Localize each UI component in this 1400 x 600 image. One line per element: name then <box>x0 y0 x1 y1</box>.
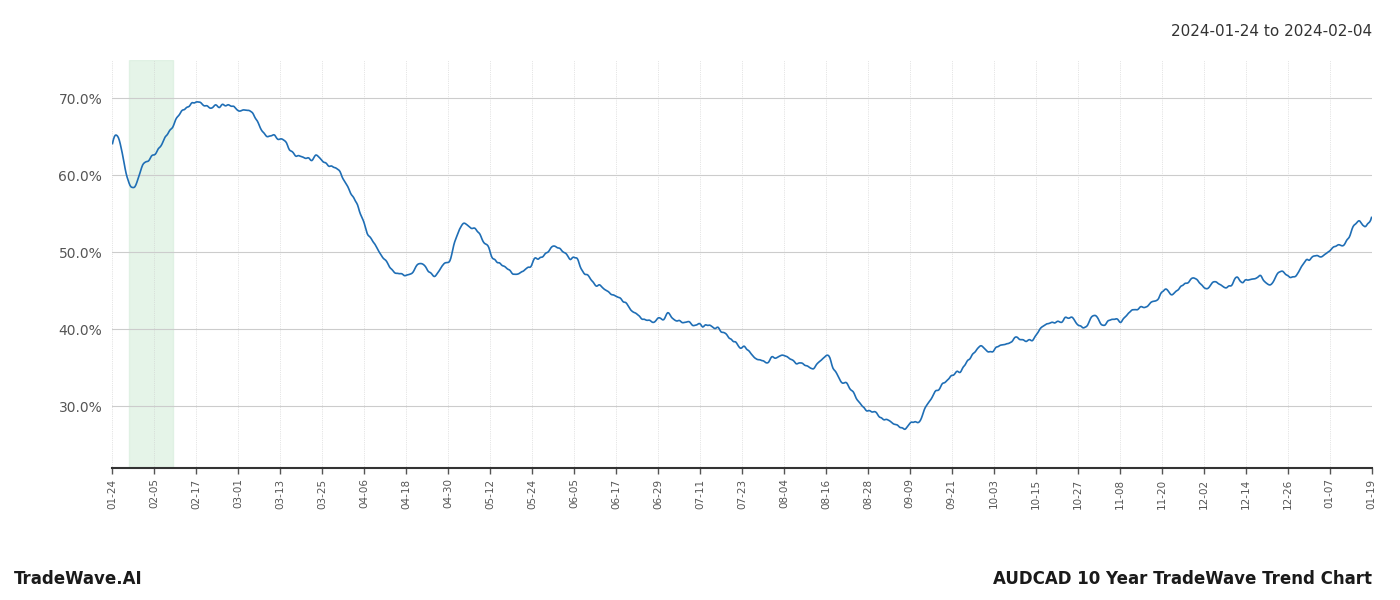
Text: AUDCAD 10 Year TradeWave Trend Chart: AUDCAD 10 Year TradeWave Trend Chart <box>993 570 1372 588</box>
Bar <box>129 60 174 468</box>
Text: 2024-01-24 to 2024-02-04: 2024-01-24 to 2024-02-04 <box>1170 24 1372 39</box>
Text: TradeWave.AI: TradeWave.AI <box>14 570 143 588</box>
